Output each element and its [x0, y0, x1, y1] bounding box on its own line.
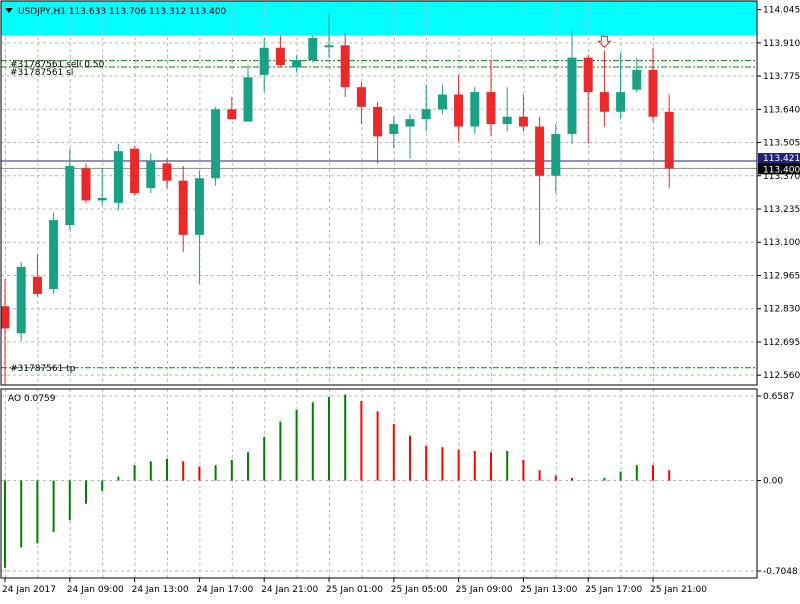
ao-indicator-label: AO 0.0759: [8, 394, 56, 404]
price-axis-label: 112.965: [763, 271, 800, 281]
candle-body-bear: [373, 107, 382, 137]
candle-body-bull: [616, 92, 625, 112]
time-axis-label: 24 Jan 21:00: [261, 585, 318, 595]
candle-body-bear: [179, 181, 188, 235]
time-axis-label: 24 Jan 09:00: [67, 585, 124, 595]
candle-body-bull: [211, 109, 220, 178]
candle-body-bull: [146, 161, 155, 188]
price-axis-label: 113.100: [763, 238, 800, 248]
time-axis-label: 25 Jan 09:00: [456, 585, 513, 595]
time-axis-label: 24 Jan 17:00: [196, 585, 253, 595]
time-axis-label: 25 Jan 17:00: [585, 585, 642, 595]
candle-body-bull: [470, 92, 479, 126]
candle-body-bull: [422, 109, 431, 119]
ao-axis-label: -0.7048: [763, 567, 798, 577]
candle-body-bear: [454, 95, 463, 127]
candle-body-bear: [665, 112, 674, 169]
candle-body-bear: [227, 109, 236, 119]
candle-body-bull: [325, 45, 334, 47]
candle-body-bull: [17, 267, 26, 333]
price-axis-label: 113.640: [763, 105, 800, 115]
price-axis-label: 112.830: [763, 305, 800, 315]
candle-body-bear: [487, 92, 496, 124]
candle-body-bear: [1, 306, 10, 328]
time-axis-label: 25 Jan 21:00: [650, 585, 707, 595]
candle-body-bear: [584, 58, 593, 92]
price-axis-label: 112.560: [763, 371, 800, 381]
candle-body-bull: [98, 198, 107, 200]
price-axis-label: 113.775: [763, 72, 800, 82]
candle-body-bull: [308, 38, 317, 60]
candle-body-bear: [600, 92, 609, 112]
candle-body-bull: [244, 77, 253, 121]
candle-body-bear: [82, 168, 91, 200]
candle-body-bear: [130, 149, 139, 193]
price-axis-label: 113.505: [763, 139, 800, 149]
candle-body-bear: [341, 45, 350, 87]
candle-body-bull: [260, 48, 269, 75]
current-price-label: 113.400: [763, 165, 800, 175]
candle-body-bull: [49, 220, 58, 289]
candle-body-bull: [551, 134, 560, 176]
candle-body-bull: [406, 119, 415, 126]
candle-body-bull: [292, 60, 301, 67]
price-axis-label: 113.910: [763, 39, 800, 49]
candle-body-bear: [163, 163, 172, 180]
candle-body-bull: [503, 117, 512, 124]
candle-body-bear: [33, 277, 42, 294]
order-label-tp: #31787561 tp: [10, 364, 76, 374]
time-axis-label: 25 Jan 01:00: [326, 585, 383, 595]
time-axis-label: 25 Jan 13:00: [520, 585, 577, 595]
bid-price-label: 113.421: [763, 154, 800, 164]
candle-body-bull: [568, 58, 577, 134]
candle-body-bear: [535, 127, 544, 176]
candle-body-bear: [519, 117, 528, 127]
price-axis-label: 113.235: [763, 205, 800, 215]
price-axis-label: 114.045: [763, 6, 800, 16]
candle-body-bear: [649, 70, 658, 117]
price-axis-label: 112.695: [763, 338, 800, 348]
time-axis-label: 24 Jan 2017: [2, 585, 56, 595]
candle-body-bull: [114, 151, 123, 203]
candle-body-bear: [276, 48, 285, 65]
candle-body-bull: [195, 178, 204, 235]
candle-body-bull: [632, 70, 641, 90]
ao-axis-label: 0.6587: [763, 392, 795, 402]
order-label-sl: #31787561 sl: [10, 68, 73, 78]
candle-body-bull: [389, 124, 398, 134]
time-axis-label: 24 Jan 13:00: [132, 585, 189, 595]
time-axis-label: 25 Jan 05:00: [391, 585, 448, 595]
candle-body-bull: [438, 95, 447, 110]
candle-body-bear: [357, 87, 366, 107]
candle-body-bull: [65, 166, 74, 225]
ao-axis-label: 0.00: [763, 477, 783, 487]
symbol-header: USDJPY,H1 113.633 113.706 113.312 113.40…: [18, 7, 227, 17]
